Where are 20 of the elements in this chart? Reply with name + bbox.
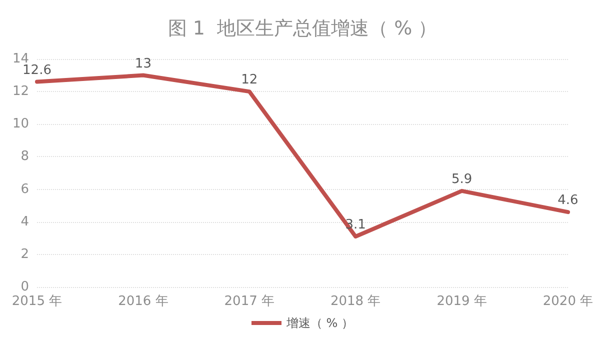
x-tick-label: 2020 年 xyxy=(542,294,594,309)
x-tick-label: 2018 年 xyxy=(330,294,381,309)
data-label: 13 xyxy=(134,56,152,72)
x-tick-label: 2015 年 xyxy=(12,294,62,309)
x-tick-label: 2016 年 xyxy=(118,294,168,309)
chart-title: 图 1 地区生产总值增速（ % ） xyxy=(168,18,438,40)
x-tick-label: 2019 年 xyxy=(436,294,487,309)
y-tick-label: 12 xyxy=(12,84,29,100)
data-label: 12.6 xyxy=(22,62,52,78)
data-label: 12 xyxy=(241,72,258,88)
y-tick-label: 4 xyxy=(20,214,29,230)
legend-label: 增速（ % ） xyxy=(285,316,354,330)
y-tick-label: 10 xyxy=(12,116,29,132)
y-tick-label: 8 xyxy=(20,149,29,164)
data-label: 4.6 xyxy=(558,193,578,208)
x-tick-label: 2017 年 xyxy=(224,294,275,309)
data-label: 5.9 xyxy=(451,172,472,187)
y-tick-label: 6 xyxy=(20,182,29,197)
y-tick-label: 2 xyxy=(20,246,29,262)
y-tick-label: 0 xyxy=(20,280,29,294)
